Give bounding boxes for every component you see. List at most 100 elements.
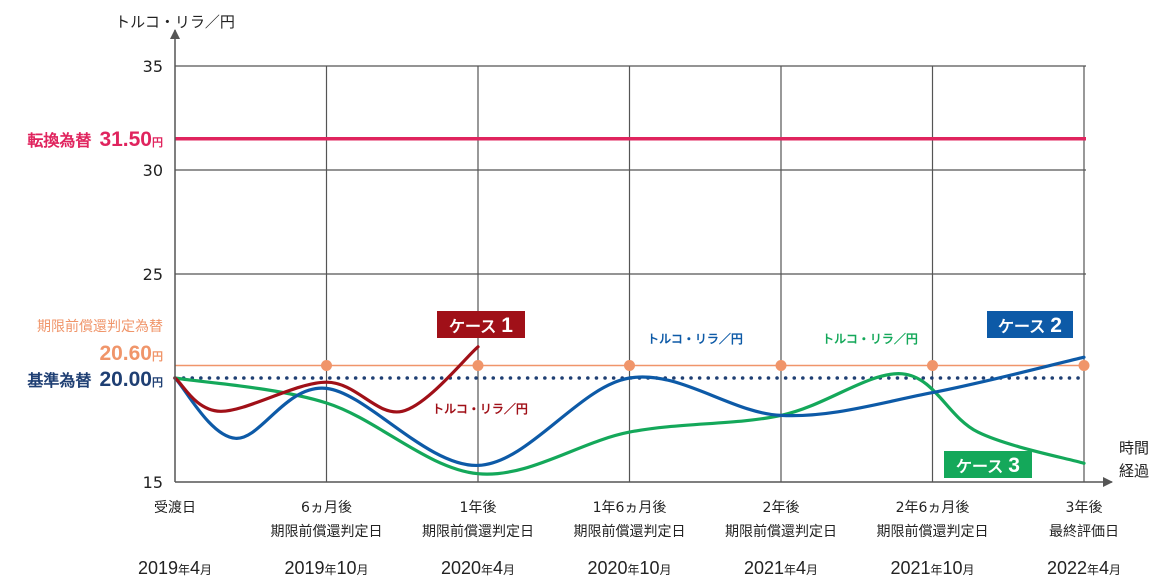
early-redemption-rate-unit: 円	[152, 350, 163, 363]
case-badge-text-case1: ケース 1	[449, 314, 513, 337]
case-badge-case1	[437, 311, 525, 338]
y-tick-labels: 35 30 25 15	[143, 57, 163, 492]
date-year-unit: 年	[1087, 563, 1099, 577]
x-axis-title-line1: 時間	[1119, 439, 1149, 457]
case-badge-word: ケース	[998, 317, 1045, 336]
date-month: 10	[943, 558, 963, 578]
y-tick-label: 25	[143, 265, 163, 284]
x-tick-date: 2020年4月	[441, 558, 515, 578]
early-redemption-rate-value-label: 20.60円	[99, 342, 163, 365]
x-tick-label-line2: 最終評価日	[1049, 524, 1119, 540]
series-line-case3	[173, 372, 1086, 476]
early-redemption-rate-value: 20.60	[99, 342, 152, 365]
x-axis-title-line2: 経過	[1119, 462, 1149, 480]
x-tick-label-line2: 期限前償還判定日	[271, 523, 383, 540]
case-badge-number: 3	[1008, 454, 1020, 477]
early-redemption-marker	[472, 360, 484, 372]
x-tick-labels: 受渡日2019年4月6ヵ月後期限前償還判定日2019年10月1年後期限前償還判定…	[138, 500, 1121, 578]
x-tick-label-line1: 1年6ヵ月後	[593, 500, 667, 516]
date-month-unit: 月	[963, 563, 975, 577]
x-tick-label-line2: 期限前償還判定日	[725, 523, 837, 540]
date-year-unit: 年	[784, 563, 796, 577]
date-year: 2020	[587, 558, 627, 578]
series-lines	[173, 345, 1086, 476]
series-line-case2	[173, 355, 1086, 468]
case-badge-case2	[987, 311, 1073, 338]
x-tick-date: 2021年10月	[890, 558, 974, 578]
series-label-case3: トルコ・リラ／円	[822, 331, 918, 346]
early-redemption-marker	[1078, 360, 1090, 372]
case-badge-word: ケース	[956, 457, 1003, 476]
x-tick-label-line1: 1年後	[460, 500, 497, 516]
x-tick-label-line1: 6ヵ月後	[301, 500, 352, 516]
grid-layer	[175, 65, 1086, 482]
y-tick-label: 35	[143, 57, 163, 76]
series-line-case1	[173, 345, 480, 414]
case-badge-case3	[944, 451, 1032, 478]
date-month-unit: 月	[503, 563, 515, 577]
date-month: 4	[796, 558, 806, 578]
series-label-case2: トルコ・リラ／円	[647, 331, 743, 346]
date-year: 2019	[284, 558, 324, 578]
date-year-unit: 年	[481, 563, 493, 577]
early-redemption-markers	[321, 360, 1090, 372]
conversion-rate-label: 転換為替 31.50円	[27, 128, 163, 151]
x-tick-label-line1: 3年後	[1066, 500, 1103, 516]
x-tick-date: 2021年4月	[744, 558, 818, 578]
base-rate-unit: 円	[152, 376, 163, 389]
case-badge-text-case2: ケース 2	[998, 314, 1062, 337]
y-tick-label: 30	[143, 161, 163, 180]
early-redemption-rate-name: 期限前償還判定為替	[37, 318, 163, 335]
conversion-rate-name: 転換為替	[27, 131, 91, 150]
date-month-unit: 月	[1109, 563, 1121, 577]
x-tick-label-line1: 2年後	[763, 500, 800, 516]
x-tick-label-line1: 受渡日	[154, 500, 196, 516]
date-month: 10	[337, 558, 357, 578]
date-year-unit: 年	[627, 563, 639, 577]
x-tick-date: 2020年10月	[587, 558, 671, 578]
x-tick-label-line1: 2年6ヵ月後	[896, 500, 970, 516]
date-year-unit: 年	[178, 563, 190, 577]
date-month-unit: 月	[200, 563, 212, 577]
case-badge-number: 1	[501, 314, 513, 337]
date-year: 2020	[441, 558, 481, 578]
conversion-rate-value: 31.50	[99, 128, 152, 151]
y-tick-label: 15	[143, 473, 163, 492]
date-month: 10	[640, 558, 660, 578]
x-tick-date: 2022年4月	[1047, 558, 1121, 578]
early-redemption-marker	[775, 360, 787, 372]
date-month: 4	[493, 558, 503, 578]
x-tick-label-line2: 期限前償還判定日	[877, 523, 989, 540]
date-month-unit: 月	[806, 563, 818, 577]
base-rate-value: 20.00	[99, 368, 152, 391]
date-month: 4	[1099, 558, 1109, 578]
date-year-unit: 年	[930, 563, 942, 577]
early-redemption-marker	[321, 360, 332, 372]
early-redemption-marker	[624, 360, 635, 372]
series-label-case1: トルコ・リラ／円	[432, 401, 528, 416]
date-year: 2022	[1047, 558, 1087, 578]
x-tick-label-line2: 期限前償還判定日	[574, 523, 686, 540]
case-badge-word: ケース	[449, 317, 496, 336]
x-tick-date: 2019年10月	[284, 558, 368, 578]
case-badge-text-case3: ケース 3	[956, 454, 1020, 477]
date-month-unit: 月	[660, 563, 672, 577]
date-year: 2019	[138, 558, 178, 578]
base-rate-label: 基準為替 20.00円	[26, 368, 163, 391]
conversion-rate-unit: 円	[152, 136, 163, 149]
axes	[170, 29, 1113, 487]
date-year: 2021	[744, 558, 784, 578]
x-tick-label-line2: 期限前償還判定日	[422, 523, 534, 540]
x-tick-date: 2019年4月	[138, 558, 212, 578]
case-badge-number: 2	[1050, 314, 1062, 337]
date-year-unit: 年	[324, 563, 336, 577]
base-rate-name: 基準為替	[26, 371, 91, 390]
early-redemption-marker	[927, 360, 938, 372]
date-month-unit: 月	[357, 563, 369, 577]
date-year: 2021	[890, 558, 930, 578]
y-axis-title: トルコ・リラ／円	[115, 13, 235, 31]
date-month: 4	[190, 558, 200, 578]
